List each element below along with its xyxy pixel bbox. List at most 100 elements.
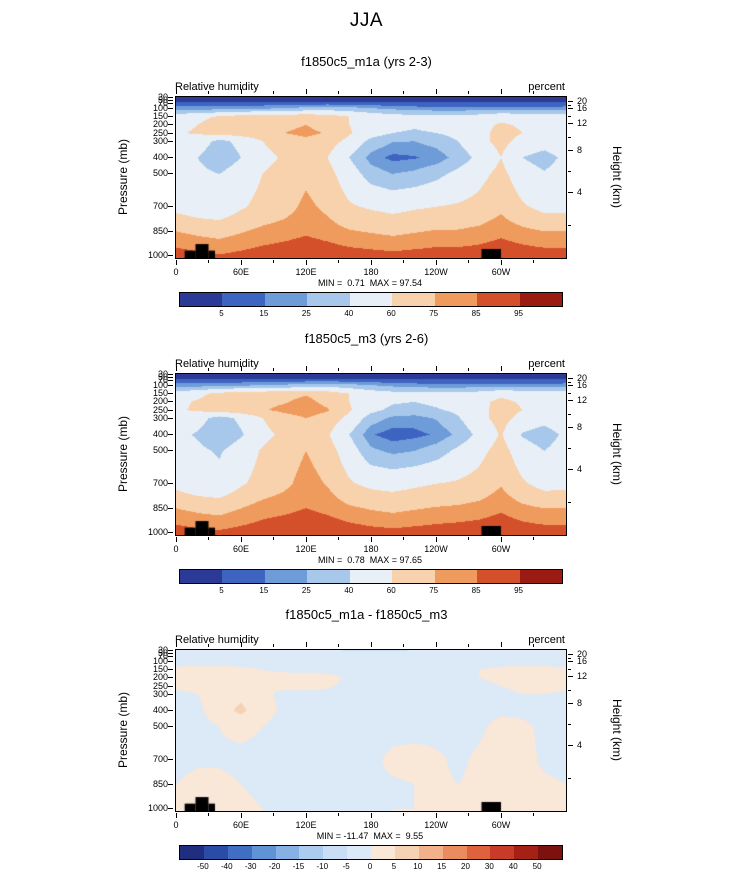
pressure-tick [168,685,173,687]
colorbar-tick-label: -50 [197,862,209,871]
pressure-tick-label: 50 [157,94,168,105]
pressure-tick [168,783,173,785]
x-major-tick [370,260,372,265]
colorbar-tick-label: 5 [219,309,224,318]
colorbar-tick-label: 40 [508,862,518,871]
height-tick [568,745,573,747]
height-tick [568,149,573,151]
height-tick [568,469,573,471]
units-label: percent [528,358,565,370]
x-minor-tick [403,813,404,816]
pressure-tick [168,649,173,651]
x-major-tick-top [240,642,242,647]
pressure-tick [168,107,173,109]
height-minor-tick [568,657,571,659]
x-minor-tick [273,813,274,816]
pressure-tick [168,99,173,101]
pressure-tick-label: 400 [152,705,168,716]
height-tick-label: 16 [577,103,588,114]
x-minor-tick-top [338,368,339,371]
height-tick-label: 8 [577,421,583,432]
pressure-tick-label: 100 [152,379,168,390]
colorbar-segment [180,570,223,583]
height-tick-label: 4 [577,187,583,198]
min-max-label: MIN = 0.71 MAX = 97.54 [317,278,423,288]
pressure-tick [168,384,173,386]
pressure-tick [168,417,173,419]
x-minor-tick [208,813,209,816]
height-tick-label: 8 [577,697,583,708]
x-minor-tick-top [403,644,404,647]
x-tick-label: 180 [363,544,379,554]
height-tick [568,192,573,194]
field-label: Relative humidity [175,358,259,370]
height-tick-label: 12 [577,118,588,129]
colorbar-tick-label: 85 [471,309,481,318]
pressure-tick [168,376,173,378]
pressure-tick-label: 300 [152,688,168,699]
pressure-tick-label: 300 [152,135,168,146]
pressure-tick [168,255,173,257]
height-minor-tick [568,448,571,450]
pressure-tick-label: 150 [152,664,168,675]
pressure-tick [168,483,173,485]
pressure-tick-label: 200 [152,119,168,130]
x-minor-tick [338,537,339,540]
colorbar-segment [203,846,228,859]
colorbar-tick-label: -10 [316,862,329,871]
pressure-tick [168,507,173,509]
x-major-tick-top [175,642,177,647]
colorbar-segment [538,846,562,859]
pressure-tick-label: 500 [152,445,168,456]
colorbar-segment [394,846,419,859]
colorbar-tick-label: -20 [268,862,281,871]
colorbar-tick-label: 0 [367,862,373,871]
x-minor-tick-top [403,91,404,94]
x-tick-label: 180 [363,267,379,277]
colorbar-segment [477,293,520,306]
pressure-tick [168,173,173,175]
plot-area: 0 60E 120E 180 120W 60W 30 50 70 100 150 200 250 300 4… [148,642,587,830]
pressure-tick [168,532,173,534]
x-major-tick-top [305,642,307,647]
pressure-tick-label: 850 [152,778,168,789]
x-tick-label: 120E [295,267,317,277]
colorbar [179,292,563,307]
x-tick-label: 60W [491,267,511,277]
colorbar-tick-label: 25 [301,309,311,318]
colorbar-tick-label: 50 [532,862,542,871]
pressure-tick-label: 850 [152,225,168,236]
colorbar-segment [222,570,265,583]
pressure-tick-label: 70 [157,98,168,109]
colorbar-segment [227,846,252,859]
height-tick-label: 12 [577,671,588,682]
x-minor-tick [403,537,404,540]
height-tick [568,702,573,704]
x-minor-tick-top [208,368,209,371]
height-axis-title: Height (km) [610,145,624,209]
height-minor-tick [568,381,571,383]
colorbar-tick-label: 30 [484,862,494,871]
height-tick [568,385,573,387]
height-tick [568,123,573,125]
x-major-tick-top [370,366,372,371]
colorbar-tick-label: -5 [342,862,350,871]
x-minor-tick-top [338,644,339,647]
pressure-tick [168,96,173,98]
pressure-tick [168,116,173,118]
x-minor-tick-top [273,91,274,94]
x-minor-tick-top [208,644,209,647]
pressure-tick-label: 50 [157,371,168,382]
pressure-tick-label: 100 [152,102,168,113]
x-tick-label: 120W [424,544,448,554]
colorbar-tick-label: -30 [244,862,257,871]
x-major-tick-top [435,642,437,647]
height-minor-tick [568,115,571,117]
colorbar-tick-label: 15 [437,862,447,871]
pressure-tick-label: 70 [157,651,168,662]
x-major-tick-top [370,89,372,94]
x-tick-label: 60W [491,544,511,554]
plot-area: 0 60E 120E 180 120W 60W 30 50 70 100 150 200 250 300 4… [148,366,587,554]
x-major-tick [305,813,307,818]
